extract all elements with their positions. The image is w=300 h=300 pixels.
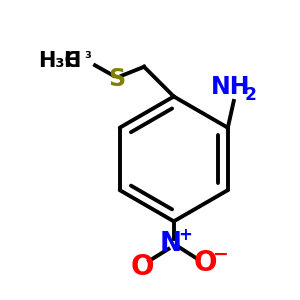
Text: −: −: [213, 244, 229, 263]
Text: NH: NH: [211, 76, 250, 100]
Text: 2: 2: [244, 86, 256, 104]
Text: O: O: [131, 254, 154, 281]
Text: H: H: [63, 51, 80, 71]
Text: H₃C: H₃C: [38, 51, 80, 71]
Text: N: N: [160, 231, 182, 256]
Text: S: S: [109, 67, 126, 91]
Text: +: +: [179, 226, 193, 244]
Text: ₃: ₃: [85, 46, 92, 61]
Text: O: O: [193, 249, 217, 277]
